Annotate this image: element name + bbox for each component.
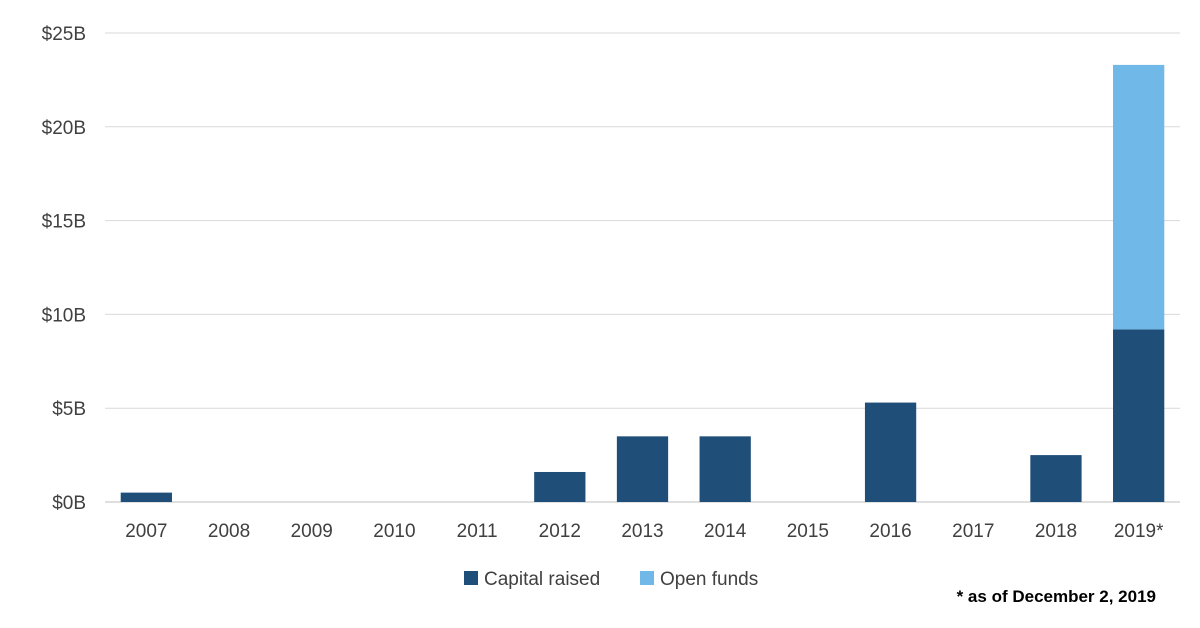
- x-tick-label: 2011: [457, 521, 498, 542]
- x-tick-label: 2010: [373, 521, 415, 542]
- y-tick-label: $25B: [42, 24, 86, 45]
- x-tick-label: 2014: [704, 521, 747, 542]
- x-tick-label: 2018: [1035, 521, 1077, 542]
- y-axis: $0B $5B $10B $15B $20B $25B: [42, 24, 86, 514]
- footnote: * as of December 2, 2019: [957, 587, 1156, 606]
- legend-swatch-open-funds: [640, 571, 654, 585]
- bars: [120, 64, 1165, 502]
- x-tick-label: 2008: [208, 521, 250, 542]
- bar-capital-raised-2019: [1113, 329, 1165, 502]
- legend-swatch-capital-raised: [464, 571, 478, 585]
- x-tick-label: 2017: [952, 521, 994, 542]
- y-tick-label: $10B: [42, 305, 86, 326]
- y-tick-label: $5B: [52, 399, 86, 420]
- bar-capital-raised-2013: [616, 436, 669, 502]
- legend-label-capital-raised: Capital raised: [484, 569, 600, 590]
- x-tick-label: 2007: [125, 521, 167, 542]
- bar-capital-raised-2018: [1030, 455, 1082, 502]
- y-tick-label: $20B: [42, 118, 86, 139]
- bar-capital-raised-2014: [699, 436, 751, 502]
- x-axis: 2007 2008 2009 2010 2011 2012 2013 2014 2015 2016…: [125, 521, 1164, 542]
- bar-capital-raised-2007: [120, 492, 172, 502]
- bar-open-funds-2019: [1113, 64, 1165, 330]
- gridlines: [105, 32, 1180, 503]
- bar-capital-raised-2012: [534, 471, 586, 502]
- bar-capital-raised-2016: [864, 402, 917, 502]
- x-tick-label: 2009: [291, 521, 333, 542]
- x-tick-label: 2012: [539, 521, 581, 542]
- legend-label-open-funds: Open funds: [660, 569, 758, 590]
- x-tick-label: 2016: [869, 521, 911, 542]
- x-tick-label: 2013: [621, 521, 663, 542]
- x-tick-label: 2019*: [1114, 521, 1164, 542]
- legend: Capital raised Open funds: [464, 569, 758, 590]
- y-tick-label: $0B: [52, 493, 86, 514]
- x-tick-label: 2015: [787, 521, 829, 542]
- y-tick-label: $15B: [42, 212, 86, 233]
